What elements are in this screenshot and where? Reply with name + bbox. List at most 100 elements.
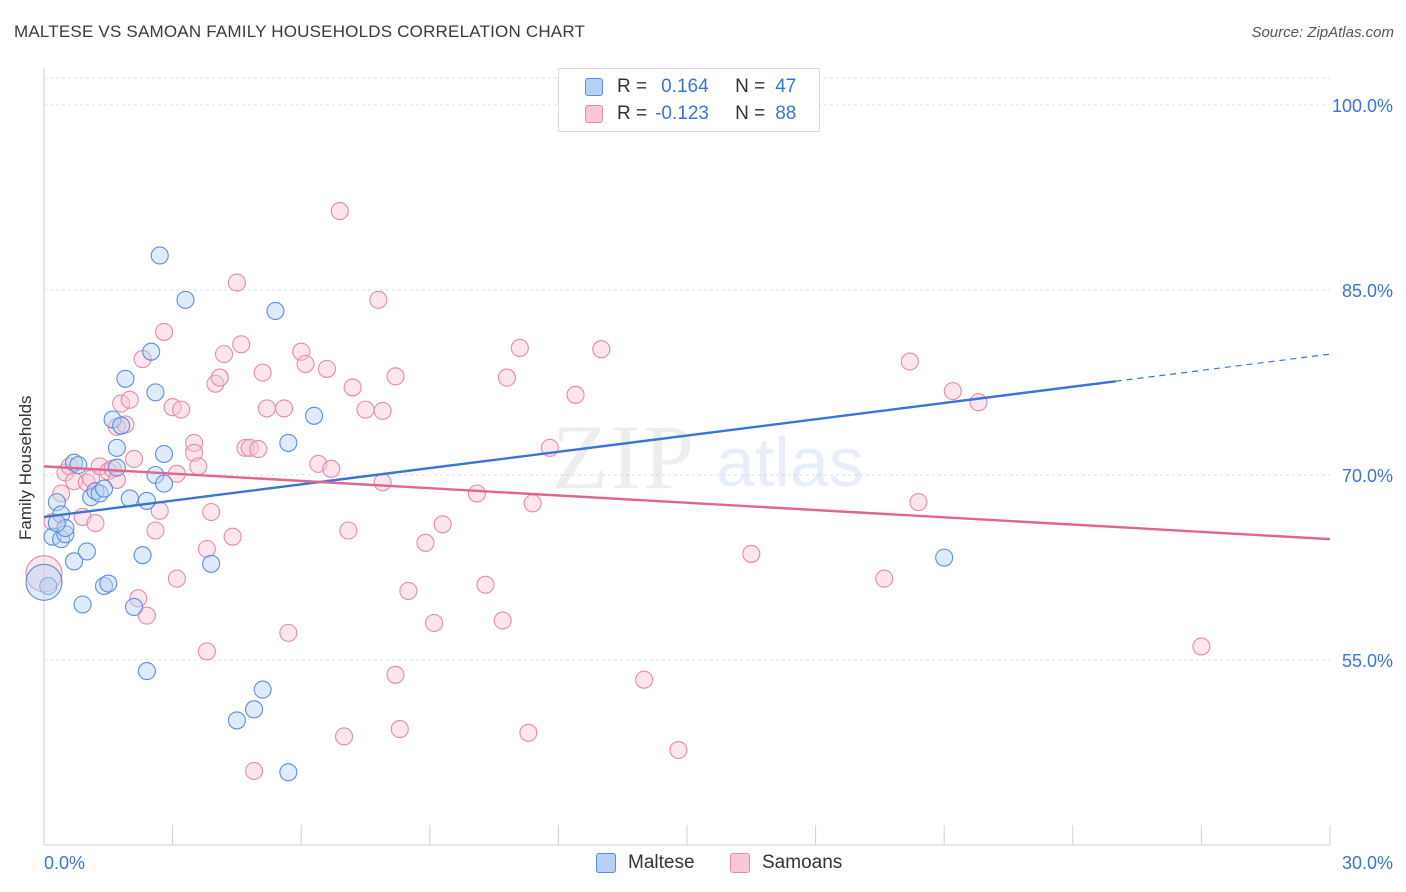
maltese-point (154, 474, 174, 493)
maltese-point (154, 444, 174, 464)
y-tick-label: 70.0% (1342, 466, 1393, 486)
maltese-point (279, 763, 298, 782)
samoans-point (202, 502, 221, 522)
grid-lines (44, 77, 1330, 661)
maltese-point (77, 542, 96, 561)
maltese-point (99, 574, 118, 593)
y-tick-label: 85.0% (1342, 281, 1393, 301)
samoans-point (210, 368, 229, 387)
watermark-zip: ZIP (552, 406, 696, 508)
maltese-point (137, 662, 156, 681)
samoans-point (25, 555, 63, 593)
legend-row-samoans: R = -0.123 N = 88 (585, 103, 796, 125)
y-tick-label: 55.0% (1342, 651, 1393, 671)
y-axis-label-wrap: Family Households (16, 395, 38, 740)
legend-swatch-samoans (585, 105, 603, 123)
x-tick-label: 0.0% (44, 853, 85, 873)
y-tick-label: 100.0% (1332, 96, 1393, 116)
maltese-point (116, 369, 135, 388)
legend-r-label: R = (617, 76, 648, 97)
samoans-point (386, 367, 405, 386)
samoans-trend-line (43, 465, 1331, 541)
samoans-point (322, 459, 341, 478)
samoans-point (232, 335, 251, 354)
legend-r-samoans: -0.123 (655, 103, 709, 124)
samoans-point (566, 385, 585, 404)
legend-item-samoans[interactable]: Samoans (730, 852, 842, 874)
samoans-point (399, 581, 418, 600)
samoans-point (146, 521, 165, 540)
samoans-point (416, 533, 435, 552)
samoans-point (184, 433, 204, 452)
maltese-point (64, 552, 84, 571)
samoans-point (900, 352, 919, 371)
watermark-atlas: atlas (716, 423, 864, 501)
maltese-point (935, 548, 954, 567)
samoans-point (124, 449, 144, 469)
samoans-point (253, 363, 272, 382)
samoans-point (223, 527, 242, 546)
samoans-point (189, 457, 208, 476)
samoans-point (356, 400, 375, 419)
samoans-point (129, 589, 148, 608)
maltese-point (124, 597, 144, 617)
samoans-point (86, 514, 105, 533)
legend-item-maltese[interactable]: Maltese (596, 852, 695, 874)
samoans-point (279, 623, 298, 642)
watermark: ZIP atlas (552, 406, 864, 508)
maltese-trend-extension (1115, 353, 1331, 382)
axes (43, 68, 1331, 846)
samoans-point (519, 723, 538, 742)
samoans-point (497, 368, 517, 387)
samoans-point (52, 484, 71, 503)
maltese-point (94, 479, 114, 498)
samoans-point (249, 440, 268, 459)
samoans-point (317, 359, 336, 378)
maltese-point (227, 711, 246, 730)
samoans-point (425, 613, 444, 633)
samoans-point (197, 642, 216, 661)
maltese-point (244, 700, 264, 719)
samoans-point (373, 401, 392, 420)
maltese-point (146, 383, 165, 402)
legend-n-maltese: 47 (775, 76, 797, 97)
chart-title: MALTESE VS SAMOAN FAMILY HOUSEHOLDS CORR… (14, 22, 586, 41)
maltese-point (142, 342, 161, 361)
maltese-point (73, 595, 92, 614)
trend-lines (43, 353, 1331, 541)
maltese-point (107, 458, 126, 477)
maltese-point (137, 491, 156, 510)
samoans-point (969, 393, 988, 412)
maltese-point (39, 576, 58, 596)
samoans-point (339, 521, 358, 540)
legend-row-maltese: R = 0.164 N = 47 (585, 76, 796, 98)
samoans-point (386, 665, 405, 684)
maltese-point (305, 406, 324, 425)
maltese-point (112, 416, 131, 435)
samoans-point (184, 443, 204, 462)
maltese-point (279, 433, 298, 452)
maltese-point (202, 554, 221, 573)
samoans-point (943, 382, 962, 401)
samoans-point (343, 378, 362, 397)
samoans-point (227, 273, 246, 292)
legend-swatch-maltese (585, 78, 603, 96)
maltese-point (176, 290, 195, 309)
samoans-point (172, 400, 191, 419)
samoans-point (296, 354, 315, 374)
samoans-point (523, 494, 542, 513)
samoans-point (197, 539, 216, 559)
samoans-point (330, 202, 349, 221)
samoans-point (592, 340, 611, 359)
maltese-point (253, 680, 272, 699)
samoans-point (120, 390, 139, 409)
samoans-point (1192, 637, 1211, 656)
samoans-point (742, 544, 761, 563)
maltese-point (107, 438, 126, 457)
samoans-point (214, 345, 234, 364)
series-legend: Maltese Samoans (0, 852, 1406, 878)
maltese-point (25, 563, 63, 601)
samoans-point (137, 606, 156, 625)
legend-label-maltese: Maltese (628, 852, 695, 873)
